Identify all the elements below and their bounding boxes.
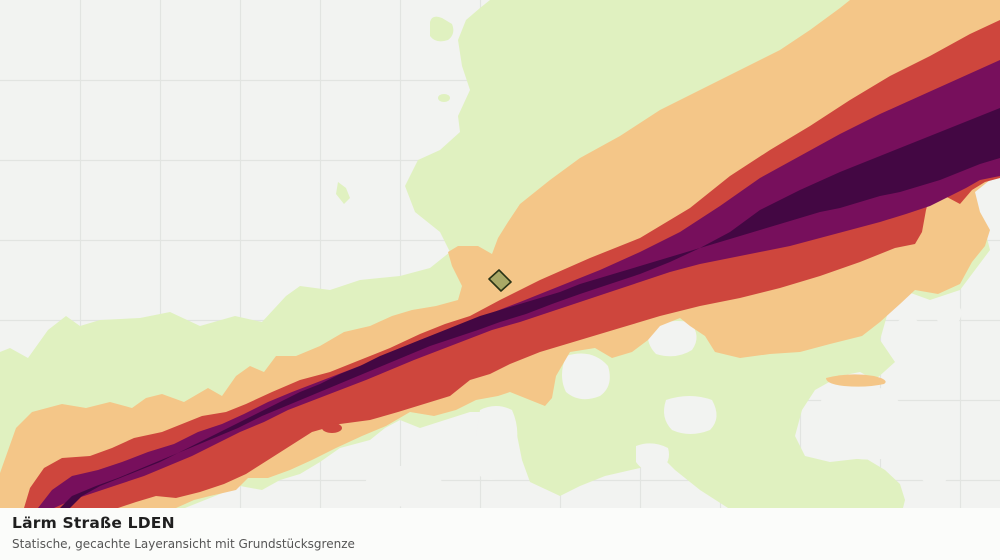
noise-band-3	[24, 20, 1000, 508]
parcel-boundary[interactable]	[488, 269, 512, 292]
layer-title: Lärm Straße LDEN	[12, 514, 175, 532]
caption-panel: Lärm Straße LDEN Statische, gecachte Lay…	[0, 508, 1000, 560]
layer-subtitle: Statische, gecachte Layeransicht mit Gru…	[12, 537, 355, 551]
noise-band-2	[0, 0, 1000, 508]
noise-band-4	[38, 60, 1000, 508]
noise-gaps	[364, 299, 962, 507]
parcel-polygon[interactable]	[488, 269, 512, 292]
map-view[interactable]	[0, 0, 1000, 508]
map-canvas[interactable]	[0, 0, 1000, 508]
noise-band-5	[60, 108, 1000, 508]
